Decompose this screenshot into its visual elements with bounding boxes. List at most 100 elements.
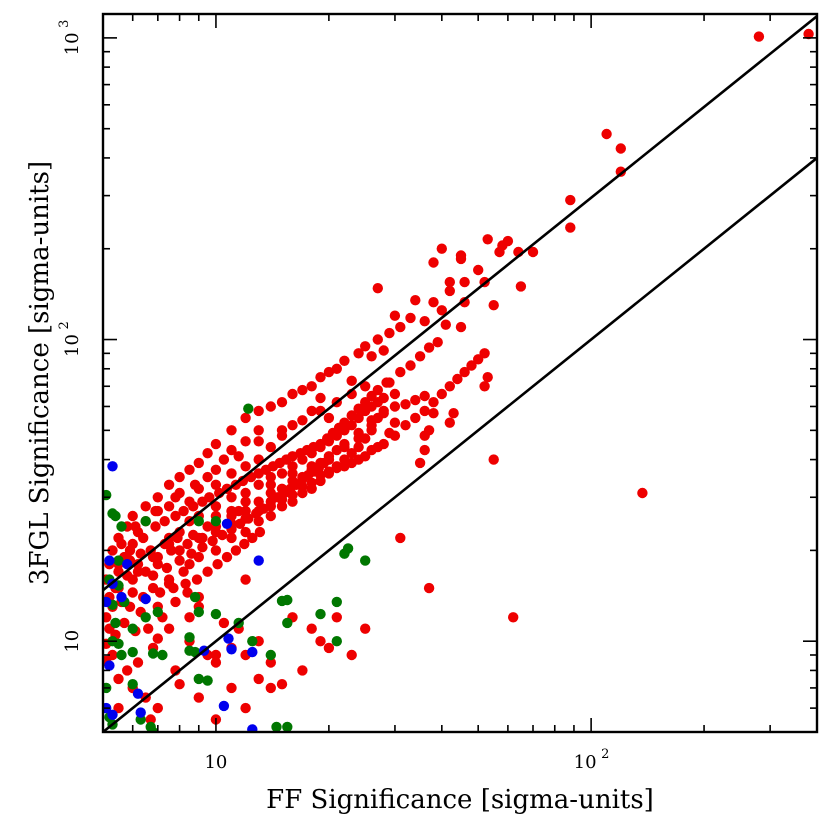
red-point [565,194,576,206]
green-point [127,623,138,634]
red-point [448,408,459,419]
red-point [419,316,430,327]
blue-point [107,709,118,720]
red-point [138,532,149,544]
red-point [323,466,335,477]
green-point [210,516,222,527]
red-point [240,496,251,507]
red-point [212,559,223,570]
red-point [389,310,401,321]
red-point [265,510,276,522]
x-tick-exponent: 2 [601,747,609,762]
red-point [152,702,163,714]
lower-reference-line [103,156,817,732]
red-point [210,657,222,668]
red-point [127,587,138,598]
red-point [233,451,244,462]
red-point [253,479,264,490]
red-point [166,545,177,556]
red-point [253,673,264,685]
red-point [253,425,264,436]
red-point [188,529,199,541]
red-point [119,617,130,629]
blue-point [122,559,133,570]
y-tick-label: 10 [62,630,83,653]
blue-point [140,593,151,605]
red-point [174,555,185,566]
red-point [306,623,317,634]
red-point [210,545,222,556]
red-point [163,501,175,512]
green-point [331,596,342,608]
red-point [346,410,357,421]
green-point [265,649,276,661]
red-point [180,578,191,589]
red-point [414,457,426,469]
red-point [265,682,276,694]
green-point [110,510,121,522]
red-point [466,360,477,371]
red-point [353,348,364,359]
red-point [276,397,288,408]
red-point [428,297,439,308]
red-point [163,578,175,589]
red-point [372,334,383,345]
red-point [381,377,392,388]
green-point [315,608,326,620]
red-point [103,612,112,623]
red-point [233,505,244,517]
red-point [202,566,213,577]
red-point [202,448,213,459]
red-point [444,381,455,392]
red-point [339,441,350,453]
red-point [226,505,237,517]
blue-point [247,646,258,658]
green-point [140,612,151,623]
green-point [271,721,282,732]
plot-frame [101,12,819,734]
red-point [240,487,251,499]
y-tick-exponent: 2 [57,321,72,329]
red-point [601,128,612,140]
red-point [444,285,455,297]
red-point [210,438,222,450]
red-point [276,468,288,479]
red-point [419,405,430,417]
red-point [428,257,439,268]
red-point [240,574,251,585]
red-point [178,505,189,517]
red-point [122,665,133,676]
upper-reference-line [103,15,817,592]
red-point [306,405,317,417]
red-point [240,461,251,472]
blue-point [247,724,258,732]
y-tick-labels: 10 10 2 10 3 [57,20,83,653]
red-point [360,397,371,408]
red-point [191,574,203,585]
red-point [226,492,237,503]
x-tick-labels: 10 10 2 [204,747,609,773]
red-point [132,566,144,577]
red-point [226,682,237,694]
blue-point [132,688,144,699]
red-point [276,425,288,436]
red-point [251,508,262,519]
green-point [184,632,195,643]
red-point [170,492,181,503]
red-point [226,468,237,479]
red-point [193,457,204,469]
red-point [240,526,251,538]
red-point [346,448,357,459]
red-point [315,372,326,383]
red-point [287,468,298,479]
green-point [243,403,254,414]
red-point [803,28,814,40]
y-tick-label: 10 [62,334,83,357]
green-point [282,617,293,629]
red-point [479,348,490,359]
red-point [127,510,138,522]
red-point [218,454,230,465]
red-point [178,566,189,577]
red-point [637,487,648,499]
red-point [323,642,335,654]
